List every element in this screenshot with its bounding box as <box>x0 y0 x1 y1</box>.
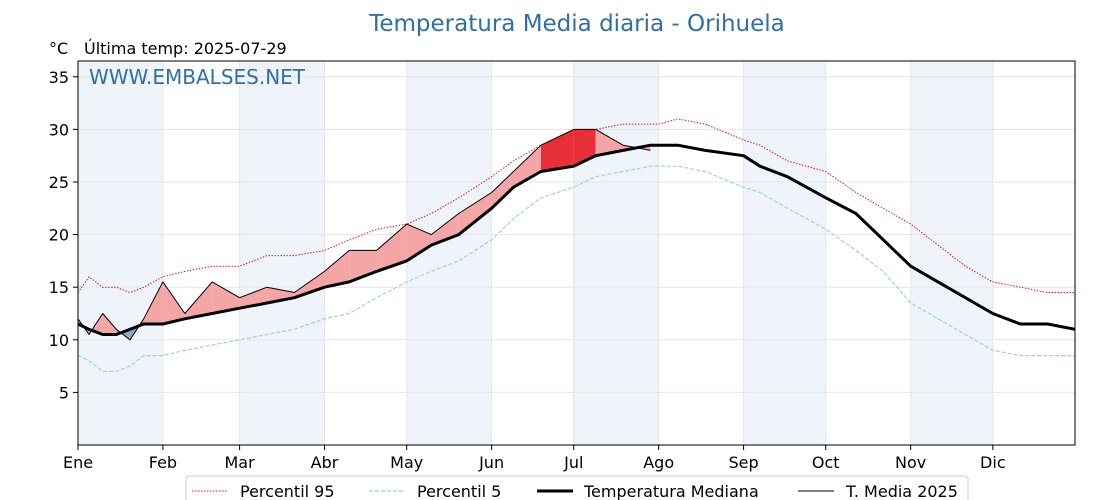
anomaly-fill-5 <box>143 281 163 325</box>
anomaly-fill-16 <box>431 213 459 246</box>
legend: Percentil 95 Percentil 5 Temperatura Med… <box>185 475 969 500</box>
x-tick-label-Nov: Nov <box>895 453 926 472</box>
y-tick-label-25: 25 <box>49 173 69 192</box>
y-tick-label-10: 10 <box>49 331 69 350</box>
x-tick-label-Mar: Mar <box>225 453 256 472</box>
month-band-3 <box>573 61 659 445</box>
anomaly-fill-18 <box>491 171 514 209</box>
month-band-0 <box>78 61 163 445</box>
anomaly-fill-7 <box>184 281 213 319</box>
y-tick-label-15: 15 <box>49 278 69 297</box>
plot-frame <box>77 60 1076 446</box>
legend-label-p95: Percentil 95 <box>240 482 335 500</box>
x-tick-label-May: May <box>390 453 423 472</box>
x-tick-label-Jun: Jun <box>478 453 504 472</box>
x-axis: Ene Feb Mar Abr May Jun Jul Ago Sep Oct Nov Dic <box>63 445 1006 472</box>
anomaly-fill-2 <box>102 313 117 335</box>
anomaly-fill-20 <box>540 129 574 172</box>
anomaly-fill-17 <box>458 192 492 235</box>
month-band-4 <box>743 61 826 445</box>
legend-label-p5: Percentil 5 <box>417 482 501 500</box>
anomaly-fill-11 <box>294 271 325 298</box>
legend-label-median: Temperatura Mediana <box>583 482 759 500</box>
y-tick-label-5: 5 <box>59 383 69 402</box>
x-tick-label-Ago: Ago <box>643 453 674 472</box>
y-tick-label-20: 20 <box>49 226 69 245</box>
anomaly-fill-13 <box>349 250 377 282</box>
x-tick-label-Sep: Sep <box>729 453 759 472</box>
legend-box <box>185 475 969 500</box>
last-temp-label: Última temp: 2025-07-29 <box>84 39 287 58</box>
series-line-2 <box>77 143 1076 336</box>
anomaly-fill-6 <box>162 281 185 325</box>
month-band-5 <box>910 61 993 445</box>
anomaly-fill-22 <box>595 129 624 156</box>
x-tick-label-Dic: Dic <box>980 453 1006 472</box>
x-tick-label-Feb: Feb <box>149 453 177 472</box>
anomaly-fill-14 <box>376 224 407 272</box>
x-tick-label-Jul: Jul <box>563 453 583 472</box>
y-tick-label-30: 30 <box>49 120 69 139</box>
month-band-1 <box>239 61 325 445</box>
series-line-3 <box>77 128 651 341</box>
x-tick-label-Ene: Ene <box>63 453 93 472</box>
x-tick-label-Abr: Abr <box>311 453 339 472</box>
anomaly-fill-8 <box>212 281 240 314</box>
series-lines <box>77 118 1076 372</box>
month-bands <box>78 61 993 445</box>
grid-lines <box>77 61 1075 445</box>
x-tick-label-Oct: Oct <box>812 453 840 472</box>
anomaly-fill-15 <box>406 224 432 261</box>
y-tick-label-35: 35 <box>49 68 69 87</box>
anomaly-fill-19 <box>513 145 541 188</box>
legend-label-2025: T. Media 2025 <box>845 482 958 500</box>
y-axis: 5 10 15 20 25 30 35 <box>49 68 78 402</box>
series-line-1 <box>77 165 1075 372</box>
watermark: WWW.EMBALSES.NET <box>89 65 306 89</box>
unit-label: °C <box>49 39 68 58</box>
chart-title: Temperatura Media diaria - Orihuela <box>368 11 785 37</box>
anomaly-fill-12 <box>324 250 350 288</box>
